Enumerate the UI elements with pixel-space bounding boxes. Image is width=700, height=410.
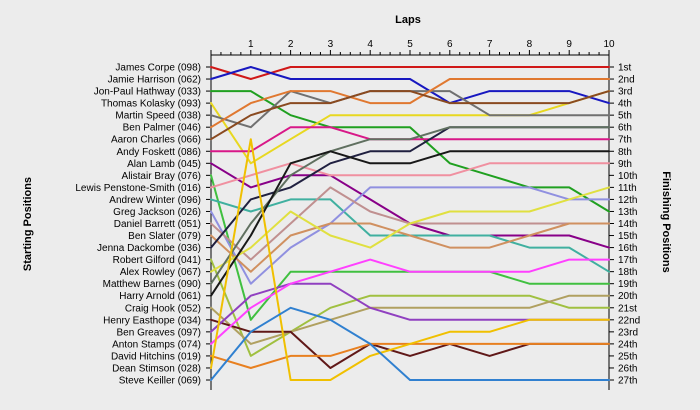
starting-position-label: Ben Slater (079) — [128, 231, 201, 242]
finishing-position-label: 5th — [618, 111, 632, 122]
starting-position-label: Andy Foskett (086) — [117, 147, 201, 158]
finishing-position-label: 26th — [618, 363, 637, 374]
lap-tick-label: 5 — [407, 39, 413, 50]
starting-position-label: Jenna Dackombe (036) — [97, 243, 201, 254]
finishing-position-label: 12th — [618, 195, 637, 206]
finishing-position-label: 23rd — [618, 327, 638, 338]
starting-position-label: Andrew Winter (096) — [109, 195, 201, 206]
starting-position-label: Steve Keiller (069) — [119, 376, 201, 387]
starting-position-label: Jamie Harrison (062) — [108, 75, 201, 86]
finishing-position-label: 13th — [618, 207, 637, 218]
finishing-position-label: 27th — [618, 376, 637, 387]
finishing-position-label: 3rd — [618, 87, 632, 98]
series-line-11 — [210, 162, 610, 189]
starting-position-label: Ben Palmer (046) — [123, 123, 201, 134]
finishing-position-label: 20th — [618, 291, 637, 302]
finishing-position-label: 24th — [618, 339, 637, 350]
lap-tick-label: 4 — [367, 39, 373, 50]
starting-position-label: Thomas Kolasky (093) — [101, 99, 201, 110]
starting-position-label: David Hitchins (019) — [111, 351, 201, 362]
finishing-position-label: 18th — [618, 267, 637, 278]
finishing-position-label: 2nd — [618, 75, 635, 86]
lap-tick-label: 6 — [447, 39, 453, 50]
lap-tick-label: 10 — [603, 39, 615, 50]
finishing-position-label: 19th — [618, 279, 637, 290]
series-line-18 — [210, 186, 610, 273]
lap-tick-label: 3 — [328, 39, 334, 50]
series-line-21 — [210, 294, 610, 345]
series-line-6 — [210, 78, 610, 129]
starting-position-label: Daniel Barrett (051) — [114, 219, 201, 230]
starting-position-label: Dean Stimson (028) — [112, 363, 201, 374]
series-line-13 — [210, 186, 610, 285]
series-line-1 — [210, 66, 610, 80]
series-line-17 — [210, 258, 610, 357]
series-line-7 — [210, 90, 610, 141]
finishing-position-label: 22nd — [618, 315, 640, 326]
starting-position-label: Martin Speed (038) — [115, 111, 201, 122]
lap-tick-label: 2 — [288, 39, 294, 50]
starting-position-label: Alistair Bray (076) — [122, 171, 201, 182]
lap-tick-label: 1 — [248, 39, 254, 50]
series-line-26 — [210, 138, 610, 381]
finishing-position-label: 10th — [618, 171, 637, 182]
starting-position-label: Henry Easthope (034) — [103, 315, 201, 326]
starting-position-label: Anton Stamps (074) — [112, 339, 201, 350]
lap-tick-label: 9 — [566, 39, 572, 50]
finishing-position-label: 25th — [618, 351, 637, 362]
finishing-position-label: 15th — [618, 231, 637, 242]
finishing-position-label: 21st — [618, 303, 637, 314]
chart-title: Laps — [395, 14, 421, 26]
finishing-position-label: 9th — [618, 159, 632, 170]
starting-position-label: Greg Jackson (026) — [113, 207, 201, 218]
right-axis-title: Finishing Positions — [660, 171, 672, 272]
finishing-position-label: 16th — [618, 243, 637, 254]
finishing-position-label: 7th — [618, 135, 632, 146]
starting-position-label: Alex Rowley (067) — [120, 267, 201, 278]
starting-position-label: Lewis Penstone-Smith (016) — [75, 183, 201, 194]
series-line-2 — [210, 66, 610, 105]
series-line-24 — [210, 258, 610, 345]
finishing-position-label: 14th — [618, 219, 637, 230]
starting-position-label: Aaron Charles (066) — [111, 135, 201, 146]
starting-position-label: Alan Lamb (045) — [127, 159, 201, 170]
finishing-position-label: 4th — [618, 99, 632, 110]
finishing-position-label: 11th — [618, 183, 637, 194]
series-line-27 — [210, 306, 610, 381]
starting-position-label: Craig Hook (052) — [125, 303, 201, 314]
series-line-4 — [210, 90, 610, 165]
series-line-20 — [210, 150, 610, 297]
series-lines — [210, 66, 610, 381]
finishing-position-label: 8th — [618, 147, 632, 158]
starting-position-label: Ben Greaves (097) — [117, 327, 202, 338]
lap-tick-label: 7 — [487, 39, 493, 50]
starting-position-label: Jon-Paul Hathway (033) — [94, 87, 201, 98]
starting-position-label: James Corpe (098) — [115, 63, 201, 74]
starting-position-label: Robert Gilford (041) — [113, 255, 201, 266]
finishing-position-label: 6th — [618, 123, 632, 134]
finishing-position-label: 17th — [618, 255, 637, 266]
series-line-19 — [210, 126, 610, 285]
starting-position-label: Harry Arnold (061) — [119, 291, 201, 302]
lap-tick-label: 8 — [527, 39, 533, 50]
starting-position-label: Matthew Barnes (090) — [103, 279, 201, 290]
left-axis-title: Starting Positions — [22, 177, 34, 271]
finishing-position-label: 1st — [618, 63, 632, 74]
axis-labels: 1 2 3 4 5 6 7 8 9 10 James Corpe (098)Jamie Harris… — [75, 39, 640, 387]
series-line-15 — [210, 222, 610, 273]
